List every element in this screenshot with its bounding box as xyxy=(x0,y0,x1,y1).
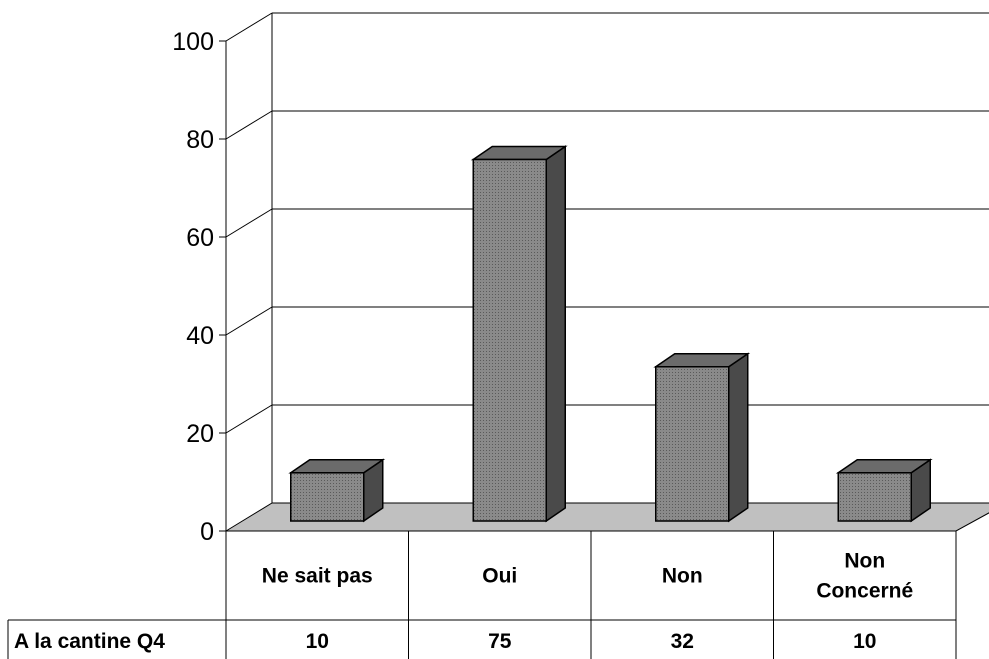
y-tick-label: 100 xyxy=(172,28,214,56)
y-tick-label: 80 xyxy=(186,126,214,154)
data-value-label: 32 xyxy=(671,630,694,653)
category-label: Non Concerné xyxy=(816,550,913,603)
bar xyxy=(655,366,730,522)
bar-side xyxy=(728,352,749,523)
gridline-diagonal xyxy=(225,110,273,140)
data-value-label: 10 xyxy=(853,630,876,653)
y-tick-label: 20 xyxy=(186,420,214,448)
category-label: Non xyxy=(662,565,703,588)
bar xyxy=(837,472,912,522)
chart-walls xyxy=(224,13,989,532)
bar xyxy=(290,472,365,522)
series-label: A la cantine Q4 xyxy=(14,630,165,653)
y-axis: 0 20 40 60 80 100 xyxy=(172,28,226,546)
data-value-label: 10 xyxy=(306,630,329,653)
gridline-diagonal xyxy=(225,208,273,238)
data-value-label: 75 xyxy=(488,630,512,653)
category-label: Ne sait pas xyxy=(262,565,373,588)
y-tick-label: 40 xyxy=(186,322,214,350)
bars xyxy=(288,145,933,523)
y-tick-label: 60 xyxy=(186,224,214,252)
bar xyxy=(472,158,547,522)
gridlines xyxy=(225,12,989,434)
data-table: Ne sait pas Oui Non Non Concerné A la cantine… xyxy=(7,531,957,659)
gridline-diagonal xyxy=(225,306,273,336)
bar-side xyxy=(545,145,566,523)
y-tick-label: 0 xyxy=(200,518,214,546)
floor xyxy=(224,502,989,532)
category-label: Oui xyxy=(482,565,517,588)
gridline-diagonal xyxy=(225,12,273,42)
gridline-diagonal xyxy=(225,404,273,434)
